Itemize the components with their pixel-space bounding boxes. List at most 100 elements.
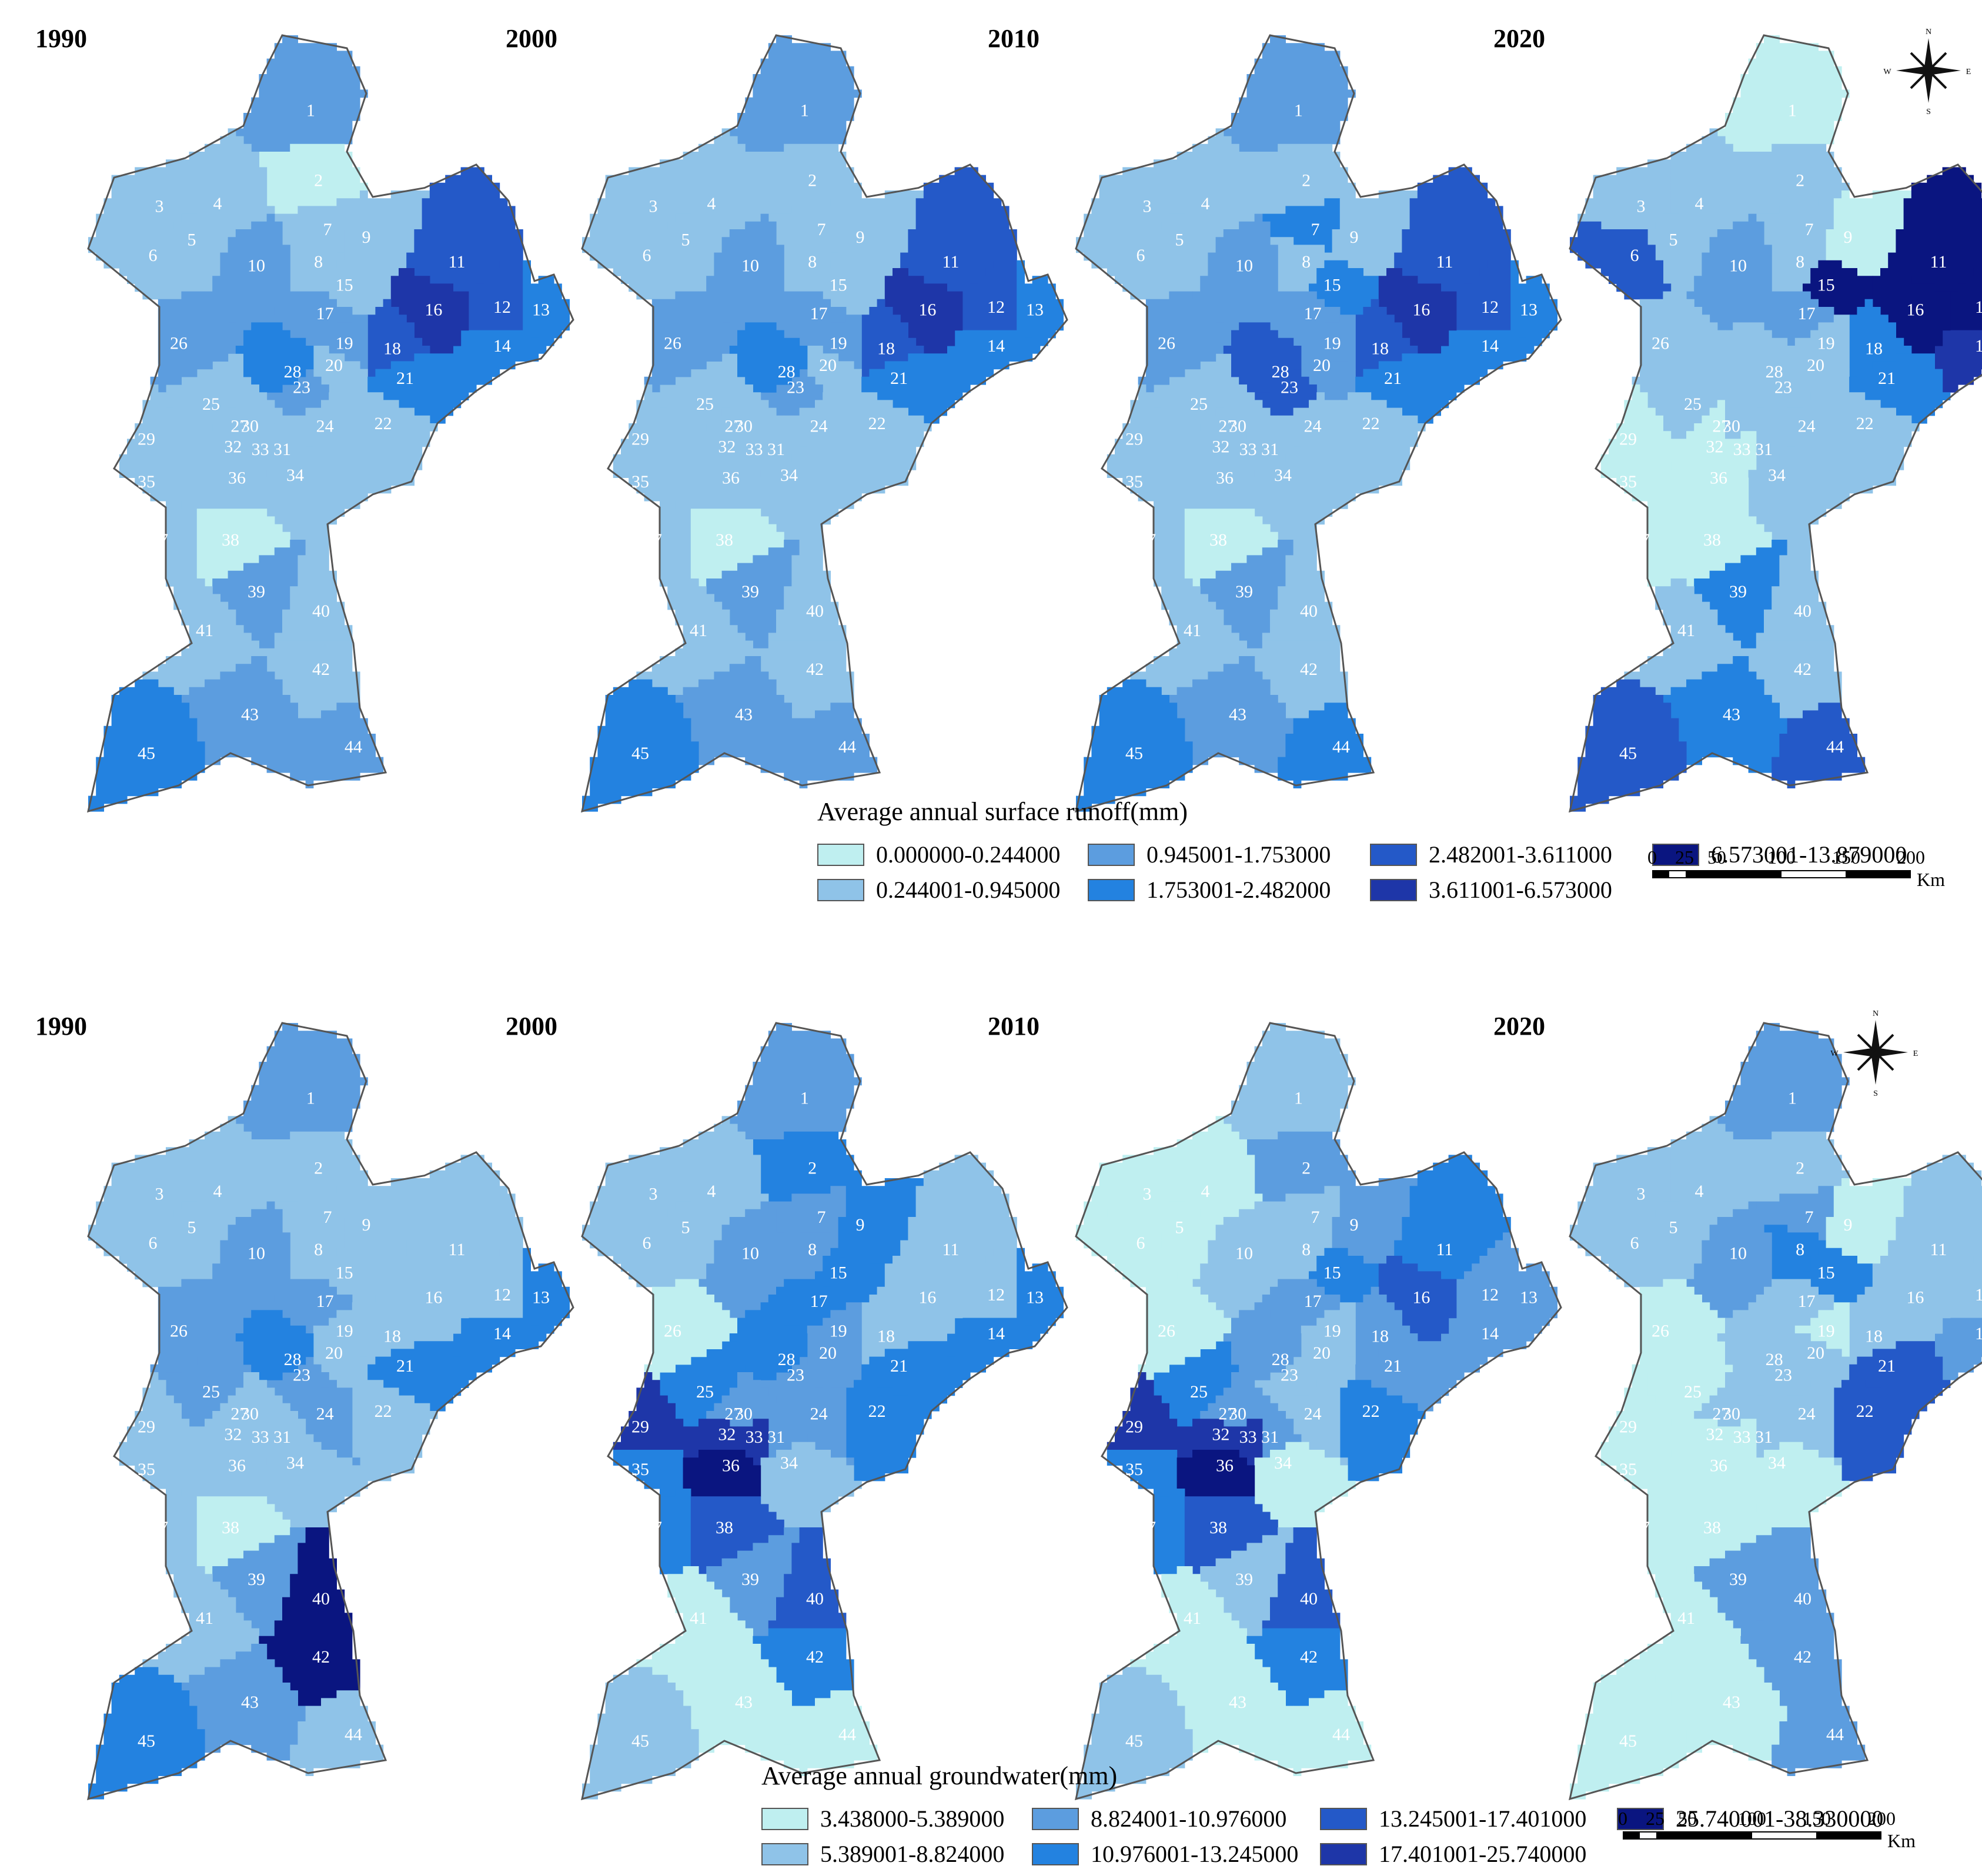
legend-swatch [1032,1807,1079,1830]
subbasin-17 [760,291,847,346]
subbasin-label: 3 [1637,1184,1646,1203]
subbasin-label: 30 [1229,416,1246,436]
subbasin-2 [1246,1131,1356,1202]
subbasin-label: 15 [336,1263,353,1283]
subbasin-31 [274,415,314,470]
legend-label: 2.482001-3.611000 [1429,841,1612,868]
legend-swatch [1088,843,1135,866]
subbasin-label: 18 [1371,339,1389,358]
subbasin-label: 32 [224,1425,242,1444]
year-title-bottom-2010: 2010 [988,1012,1040,1041]
legend-label: 0.000000-0.244000 [876,841,1061,868]
subbasin-44 [784,1690,878,1776]
subbasin-label: 13 [1026,300,1044,319]
legend-swatch [1088,878,1135,901]
subbasin-label: 9 [856,1215,865,1235]
subbasin-14 [453,1317,539,1380]
subbasin-label: 22 [375,414,392,433]
legend-item-bottom: 3.438000-5.389000 [761,1805,1004,1832]
subbasin-10 [698,213,784,331]
basin-outline [86,1022,574,1801]
subbasin-label: 1 [800,1089,809,1108]
legend-swatch [817,878,864,901]
subbasin-24 [290,1380,360,1466]
subbasin-15 [1803,260,1873,315]
subbasin-label: 28 [1272,362,1289,382]
subbasin-1 [729,35,862,152]
subbasin-label: 9 [1350,1215,1359,1235]
subbasin-label: 13 [1520,1288,1538,1307]
subbasin-9 [1826,190,1912,276]
subbasin-1 [729,1023,862,1140]
subbasin-7 [274,198,353,253]
subbasin-1 [1223,35,1356,152]
subbasin-label: 23 [293,377,310,397]
subbasin-35 [119,462,190,509]
subbasin-label: 27 [230,416,248,436]
subbasin-label: 23 [1281,377,1298,397]
subbasin-label: 20 [819,1343,837,1363]
subbasin-label: 8 [1302,252,1311,272]
subbasin-label: 29 [1125,1417,1143,1436]
subbasin-label: 29 [138,1417,155,1436]
subbasin-17 [266,1279,353,1334]
subbasin-17 [760,1279,847,1334]
subbasin-label: 31 [1261,440,1279,459]
subbasin-30 [737,384,777,439]
subbasin-label: 42 [806,1647,824,1667]
subbasin-label: 42 [1300,660,1318,679]
subbasin-17 [1254,291,1341,346]
subbasin-label: 7 [1311,220,1320,239]
subbasin-6 [1570,1209,1672,1288]
subbasin-label: 36 [722,1456,740,1475]
subbasin-label: 42 [312,1647,330,1667]
subbasin-label: 31 [1755,1427,1773,1447]
subbasin-label: 30 [1723,416,1740,436]
subbasin-16 [1378,268,1457,354]
subbasin-37 [660,1489,691,1574]
subbasin-label: 8 [808,252,817,272]
subbasin-16 [884,1256,963,1342]
scale-bar-top: 0 25 50 100 150 200 Km [1647,847,1945,890]
subbasin-31 [768,415,808,470]
subbasin-label: 12 [987,297,1005,317]
subbasin-label: 31 [1261,1427,1279,1447]
subbasin-label: 9 [1350,228,1359,247]
subbasin-label: 6 [1630,1233,1639,1253]
subbasin-43 [675,1644,800,1761]
subbasin-label: 17 [1798,1292,1816,1311]
subbasin-41 [142,578,259,695]
subbasin-37 [166,1489,198,1574]
subbasin-label: 32 [1212,1425,1229,1444]
scale-unit: Km [1887,1830,1916,1851]
subbasin-label: 10 [1729,1244,1747,1263]
subbasin-label: 28 [1766,362,1783,382]
subbasin-7 [1262,198,1341,253]
legend-label: 1.753001-2.482000 [1147,877,1331,903]
subbasin-10 [1192,1201,1278,1319]
subbasin-label: 4 [213,194,222,213]
subbasin-label: 19 [336,1322,353,1341]
subbasin-1 [235,1023,368,1140]
subbasin-label: 28 [284,1350,302,1369]
subbasin-23 [760,1356,823,1404]
subbasin-37 [1647,1489,1679,1574]
subbasin-19 [1794,1302,1850,1357]
subbasin-24 [1278,392,1348,478]
subbasin-label: 6 [1137,246,1145,265]
subbasin-27 [212,1387,244,1427]
subbasin-25 [166,1341,252,1427]
subbasin-9 [1332,190,1418,276]
subbasin-21 [861,353,963,424]
subbasin-9 [838,190,924,276]
legend-swatch [1370,878,1417,901]
subbasin-20 [1301,346,1356,400]
subbasin-label: 17 [810,1292,828,1311]
subbasin-7 [768,1186,847,1241]
year-title-bottom-2020: 2020 [1493,1012,1545,1041]
subbasin-label: 44 [1332,737,1350,757]
subbasin-42 [259,640,360,719]
subbasin-label: 37 [1138,1518,1156,1537]
subbasin-41 [1130,1566,1247,1683]
subbasin-label: 39 [741,1570,759,1589]
